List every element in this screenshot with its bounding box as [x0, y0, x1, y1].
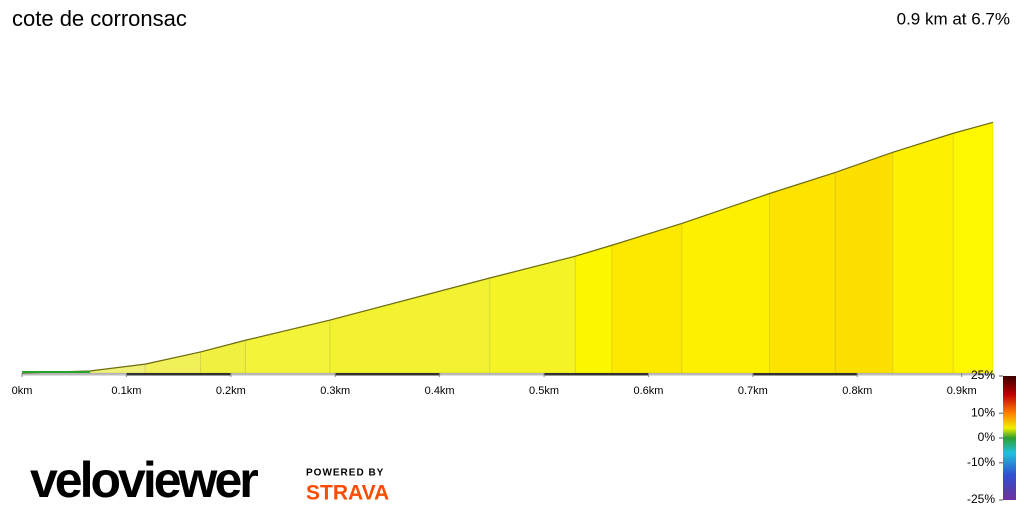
x-tick-label: 0.3km: [320, 385, 350, 397]
chart-subtitle: 0.9 km at 6.7%: [897, 9, 1010, 28]
scale-tick-label: -25%: [967, 492, 995, 506]
gradient-segment: [574, 244, 613, 374]
gradient-segment: [892, 132, 954, 374]
gradient-segment: [952, 121, 994, 374]
x-tick-label: 0.8km: [842, 385, 872, 397]
scale-tick-label: -10%: [967, 455, 995, 469]
gradient-segment: [681, 192, 771, 374]
x-tick-label: 0.2km: [216, 385, 246, 397]
x-tick-label: 0km: [12, 385, 33, 397]
strava-logo: STRAVA: [306, 482, 389, 505]
gradient-segment: [329, 277, 491, 374]
gradient-segment: [611, 222, 683, 374]
scale-tick-label: 25%: [971, 368, 995, 382]
gradient-segment: [489, 255, 576, 374]
profile-line: [21, 121, 994, 374]
scale-tick-label: 0%: [978, 430, 996, 444]
x-tick-label: 0.4km: [425, 385, 455, 397]
scale-tick-label: 10%: [971, 405, 995, 419]
x-tick-label: 0.7km: [738, 385, 768, 397]
powered-by: POWERED BY: [306, 468, 384, 479]
x-tick-label: 0.5km: [529, 385, 559, 397]
color-scale-bar: [1003, 376, 1016, 500]
logo: veloviewer: [30, 452, 258, 508]
gradient-segment: [244, 319, 331, 374]
x-tick-label: 0.1km: [111, 385, 141, 397]
gradient-segment: [200, 339, 246, 374]
gradient-segment: [769, 171, 836, 374]
x-tick-label: 0.9km: [947, 385, 977, 397]
gradient-segment: [834, 151, 894, 374]
chart-title: cote de corronsac: [12, 6, 187, 31]
x-tick-label: 0.6km: [633, 385, 663, 397]
